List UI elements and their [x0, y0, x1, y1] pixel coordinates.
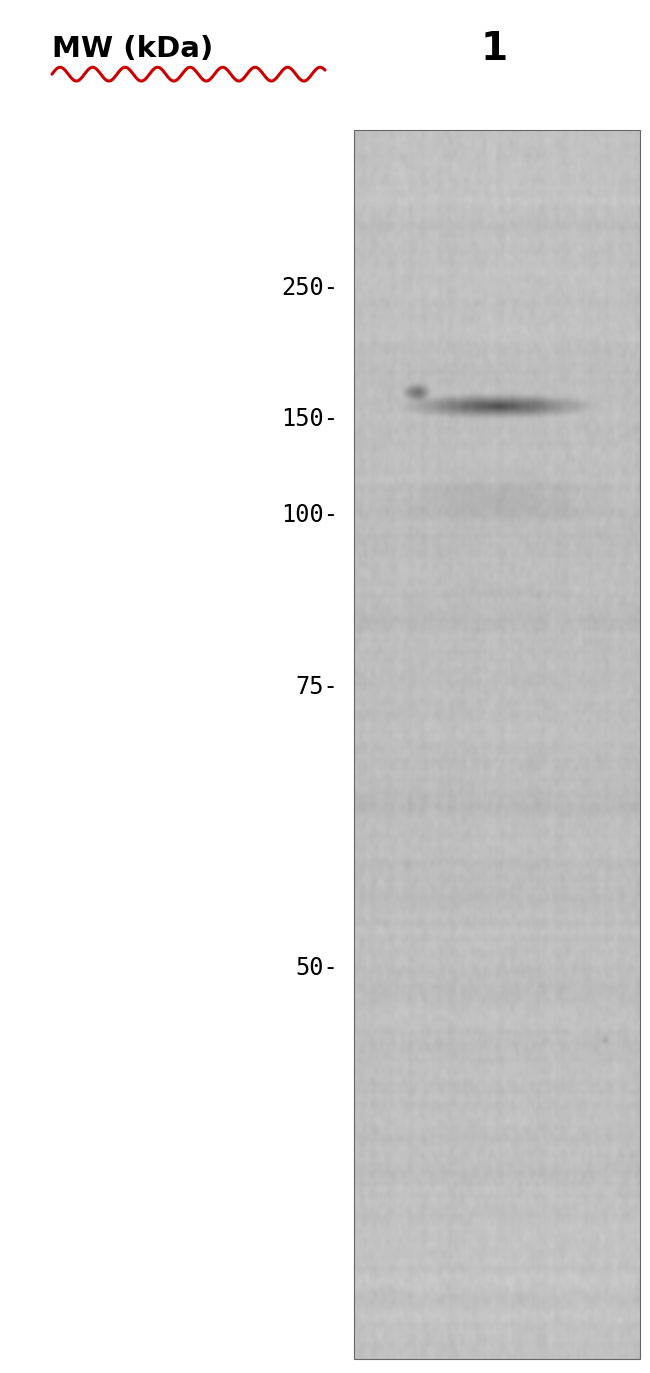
Text: 150-: 150- — [281, 406, 338, 431]
Text: 75-: 75- — [295, 674, 338, 699]
Text: 1: 1 — [480, 30, 508, 69]
Text: 50-: 50- — [295, 956, 338, 980]
Text: 250-: 250- — [281, 276, 338, 301]
Text: MW (kDa): MW (kDa) — [52, 36, 213, 63]
Text: 100-: 100- — [281, 503, 338, 527]
Bar — [354, 130, 640, 1359]
